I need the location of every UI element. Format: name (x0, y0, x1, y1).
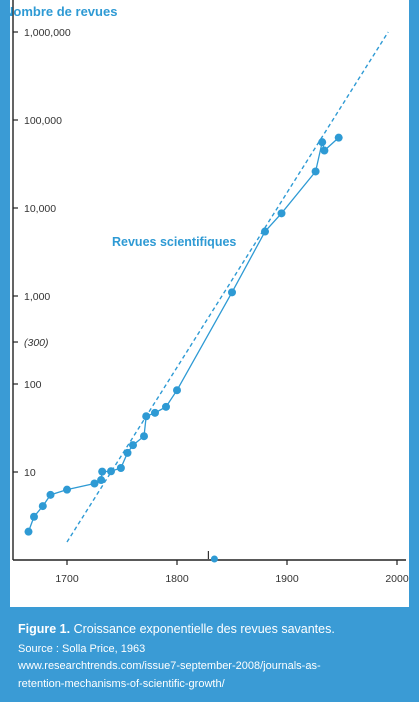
data-point (311, 167, 320, 176)
caption-figure-label: Figure 1. (18, 622, 71, 636)
x-tick-label: 1800 (165, 573, 189, 585)
y-tick-label: 100 (24, 379, 42, 391)
y-tick-label: 10 (24, 467, 36, 479)
data-point (228, 288, 236, 297)
data-point (277, 209, 286, 218)
caption-title: Figure 1. Croissance exponentielle des r… (18, 622, 335, 636)
caption-figure-text: Croissance exponentielle des revues sava… (70, 622, 335, 636)
y-tick-label: (300) (24, 337, 49, 349)
x-tick-label: 1900 (275, 573, 299, 585)
axis-marker-point (210, 555, 218, 563)
data-point (129, 441, 137, 450)
chart: 1,000,000 100,000 10,000 1,000 (300) 100 10 170… (10, 0, 409, 585)
data-point (46, 490, 55, 499)
data-point (151, 408, 159, 417)
data-point (107, 467, 115, 476)
data-point (142, 412, 151, 421)
caption-source: Source : Solla Price, 1963 (18, 643, 146, 655)
data-point (24, 527, 33, 536)
data-point (162, 402, 170, 411)
caption-url-line-2[interactable]: retention-mechanisms-of-scientific-growt… (18, 678, 225, 690)
y-tick-label: 1,000,000 (24, 27, 71, 39)
x-tick-label: 1700 (55, 573, 79, 585)
data-point (318, 138, 327, 147)
y-tick-label: 1,000 (24, 291, 50, 303)
caption-url-line-1[interactable]: www.researchtrends.com/issue7-september-… (18, 660, 321, 672)
data-point (30, 512, 38, 521)
data-point (90, 479, 99, 488)
data-point (63, 485, 71, 494)
plot-panel: 1,000,000 100,000 10,000 1,000 (300) 100 10 170… (10, 0, 409, 607)
data-point (173, 386, 181, 395)
y-tick-label: 10,000 (24, 203, 56, 215)
series-annotation: Revues scientifiques (112, 235, 236, 249)
trend-line (66, 31, 389, 543)
chart-title: Nombre de revues (10, 4, 117, 19)
x-tick-label: 2000 (385, 573, 409, 585)
series-line (27, 137, 340, 532)
data-point (38, 502, 47, 511)
figure-caption: Figure 1. Croissance exponentielle des r… (0, 607, 419, 702)
data-point (140, 432, 148, 441)
data-point (320, 146, 329, 155)
data-point (123, 448, 132, 457)
data-point (334, 133, 343, 142)
data-point (261, 227, 269, 236)
data-point (98, 467, 107, 476)
data-point (116, 464, 125, 473)
data-point (97, 476, 106, 485)
y-tick-label: 100,000 (24, 115, 62, 127)
